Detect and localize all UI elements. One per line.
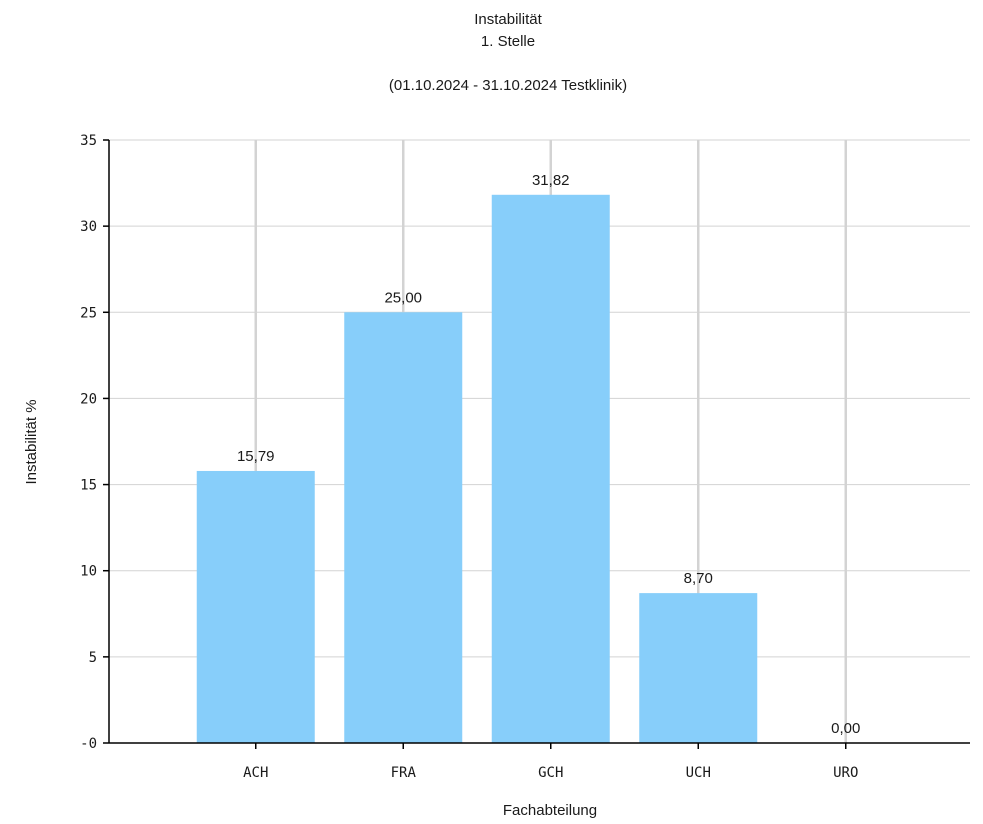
chart-period: (01.10.2024 - 31.10.2024 Testklinik) bbox=[389, 77, 627, 94]
y-tick-label: 10 bbox=[80, 564, 97, 580]
data-label: 0,00 bbox=[831, 720, 860, 737]
axes bbox=[103, 139, 970, 749]
y-tick-label: 15 bbox=[80, 478, 97, 494]
y-tick-label: 20 bbox=[80, 391, 97, 407]
x-tick-label: GCH bbox=[538, 765, 563, 781]
y-axis-label: Instabilität % bbox=[23, 399, 40, 484]
labels: -0 5 10 15 20 25 30 35 ACH FRA GCH UCH URO 15,79 25,00… bbox=[80, 133, 860, 781]
bar-ach bbox=[196, 470, 315, 743]
x-tick-label: ACH bbox=[243, 765, 268, 781]
x-axis-label: Fachabteilung bbox=[503, 802, 597, 819]
bars bbox=[196, 194, 758, 743]
data-label: 8,70 bbox=[684, 570, 713, 587]
bar-gch bbox=[491, 194, 610, 743]
x-tick-label: UCH bbox=[686, 765, 711, 781]
x-tick-label: FRA bbox=[391, 765, 417, 781]
y-tick-label: 35 bbox=[80, 133, 97, 149]
bar-fra bbox=[344, 312, 463, 743]
bar-uch bbox=[639, 593, 758, 743]
y-tick-label: -0 bbox=[80, 736, 97, 752]
y-tick-label: 5 bbox=[89, 650, 97, 666]
data-label: 31,82 bbox=[532, 172, 570, 189]
y-tick-label: 25 bbox=[80, 305, 97, 321]
data-label: 25,00 bbox=[384, 289, 422, 306]
y-tick-label: 30 bbox=[80, 219, 97, 235]
chart-subtitle: 1. Stelle bbox=[481, 33, 535, 50]
x-tick-label: URO bbox=[833, 765, 858, 781]
chart-title: Instabilität bbox=[474, 11, 542, 28]
data-label: 15,79 bbox=[237, 448, 275, 465]
